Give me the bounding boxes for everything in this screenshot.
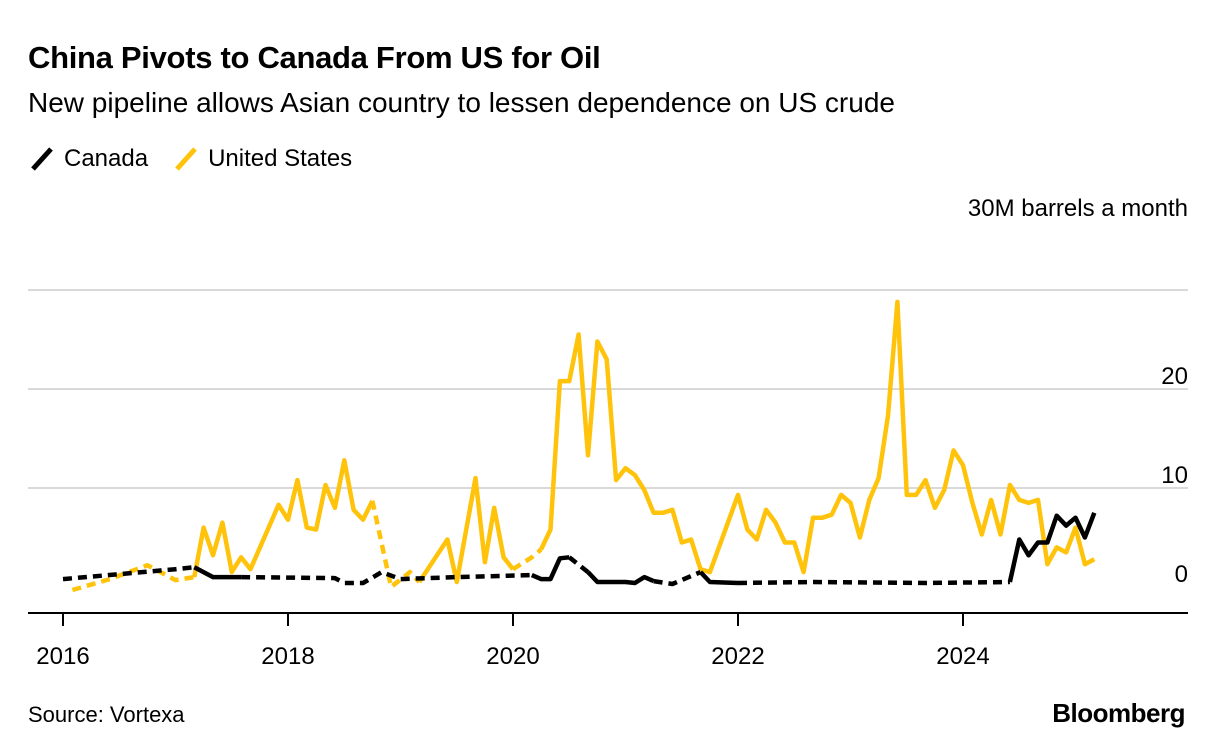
legend-swatch-us — [175, 147, 197, 171]
x-tick-label-2016: 2016 — [36, 643, 89, 670]
legend-label-us: United States — [208, 145, 353, 172]
x-axis: 2016 2018 2020 2022 2024 — [28, 612, 1188, 670]
series-line-segment — [192, 458, 375, 578]
source-note: Source: Vortexa — [28, 702, 185, 727]
legend-label-canada: Canada — [64, 145, 149, 172]
series-line-segment — [539, 299, 1096, 575]
series-line-segment — [1007, 511, 1097, 583]
series-line-segment — [241, 569, 532, 586]
series-line-segment — [567, 555, 590, 574]
series-line-segment — [586, 570, 655, 586]
x-tick-label-2024: 2024 — [936, 643, 989, 670]
series-line-segment — [417, 475, 515, 585]
chart-subtitle: New pipeline allows Asian country to les… — [28, 87, 895, 118]
y-unit-label: 30M barrels a month — [968, 195, 1188, 222]
series-line-segment — [653, 570, 702, 587]
series-line-segment — [71, 562, 195, 593]
x-tick-label-2022: 2022 — [711, 643, 764, 670]
legend-swatch-canada — [31, 147, 53, 171]
series-line-segment — [698, 570, 739, 586]
series-line-segment — [193, 565, 242, 580]
series-line-segment — [530, 555, 570, 582]
series-canada — [62, 511, 1097, 587]
chart-title: China Pivots to Canada From US for Oil — [28, 40, 601, 75]
y-tick-label-0: 0 — [1175, 561, 1188, 588]
series-layer — [62, 299, 1097, 593]
y-tick-label-20: 20 — [1161, 363, 1188, 390]
legend-item-us: United States — [172, 145, 352, 173]
series-line-segment — [511, 547, 543, 572]
legend-item-canada: Canada — [28, 145, 148, 173]
y-tick-label-10: 10 — [1161, 462, 1188, 489]
legend: Canada United States — [28, 145, 376, 173]
series-line-segment — [62, 564, 195, 582]
x-tick-label-2018: 2018 — [261, 643, 314, 670]
series-line-segment — [737, 579, 1010, 586]
bloomberg-logo: Bloomberg — [1052, 698, 1185, 728]
x-tick-label-2020: 2020 — [486, 643, 539, 670]
series-united-states — [71, 299, 1096, 593]
